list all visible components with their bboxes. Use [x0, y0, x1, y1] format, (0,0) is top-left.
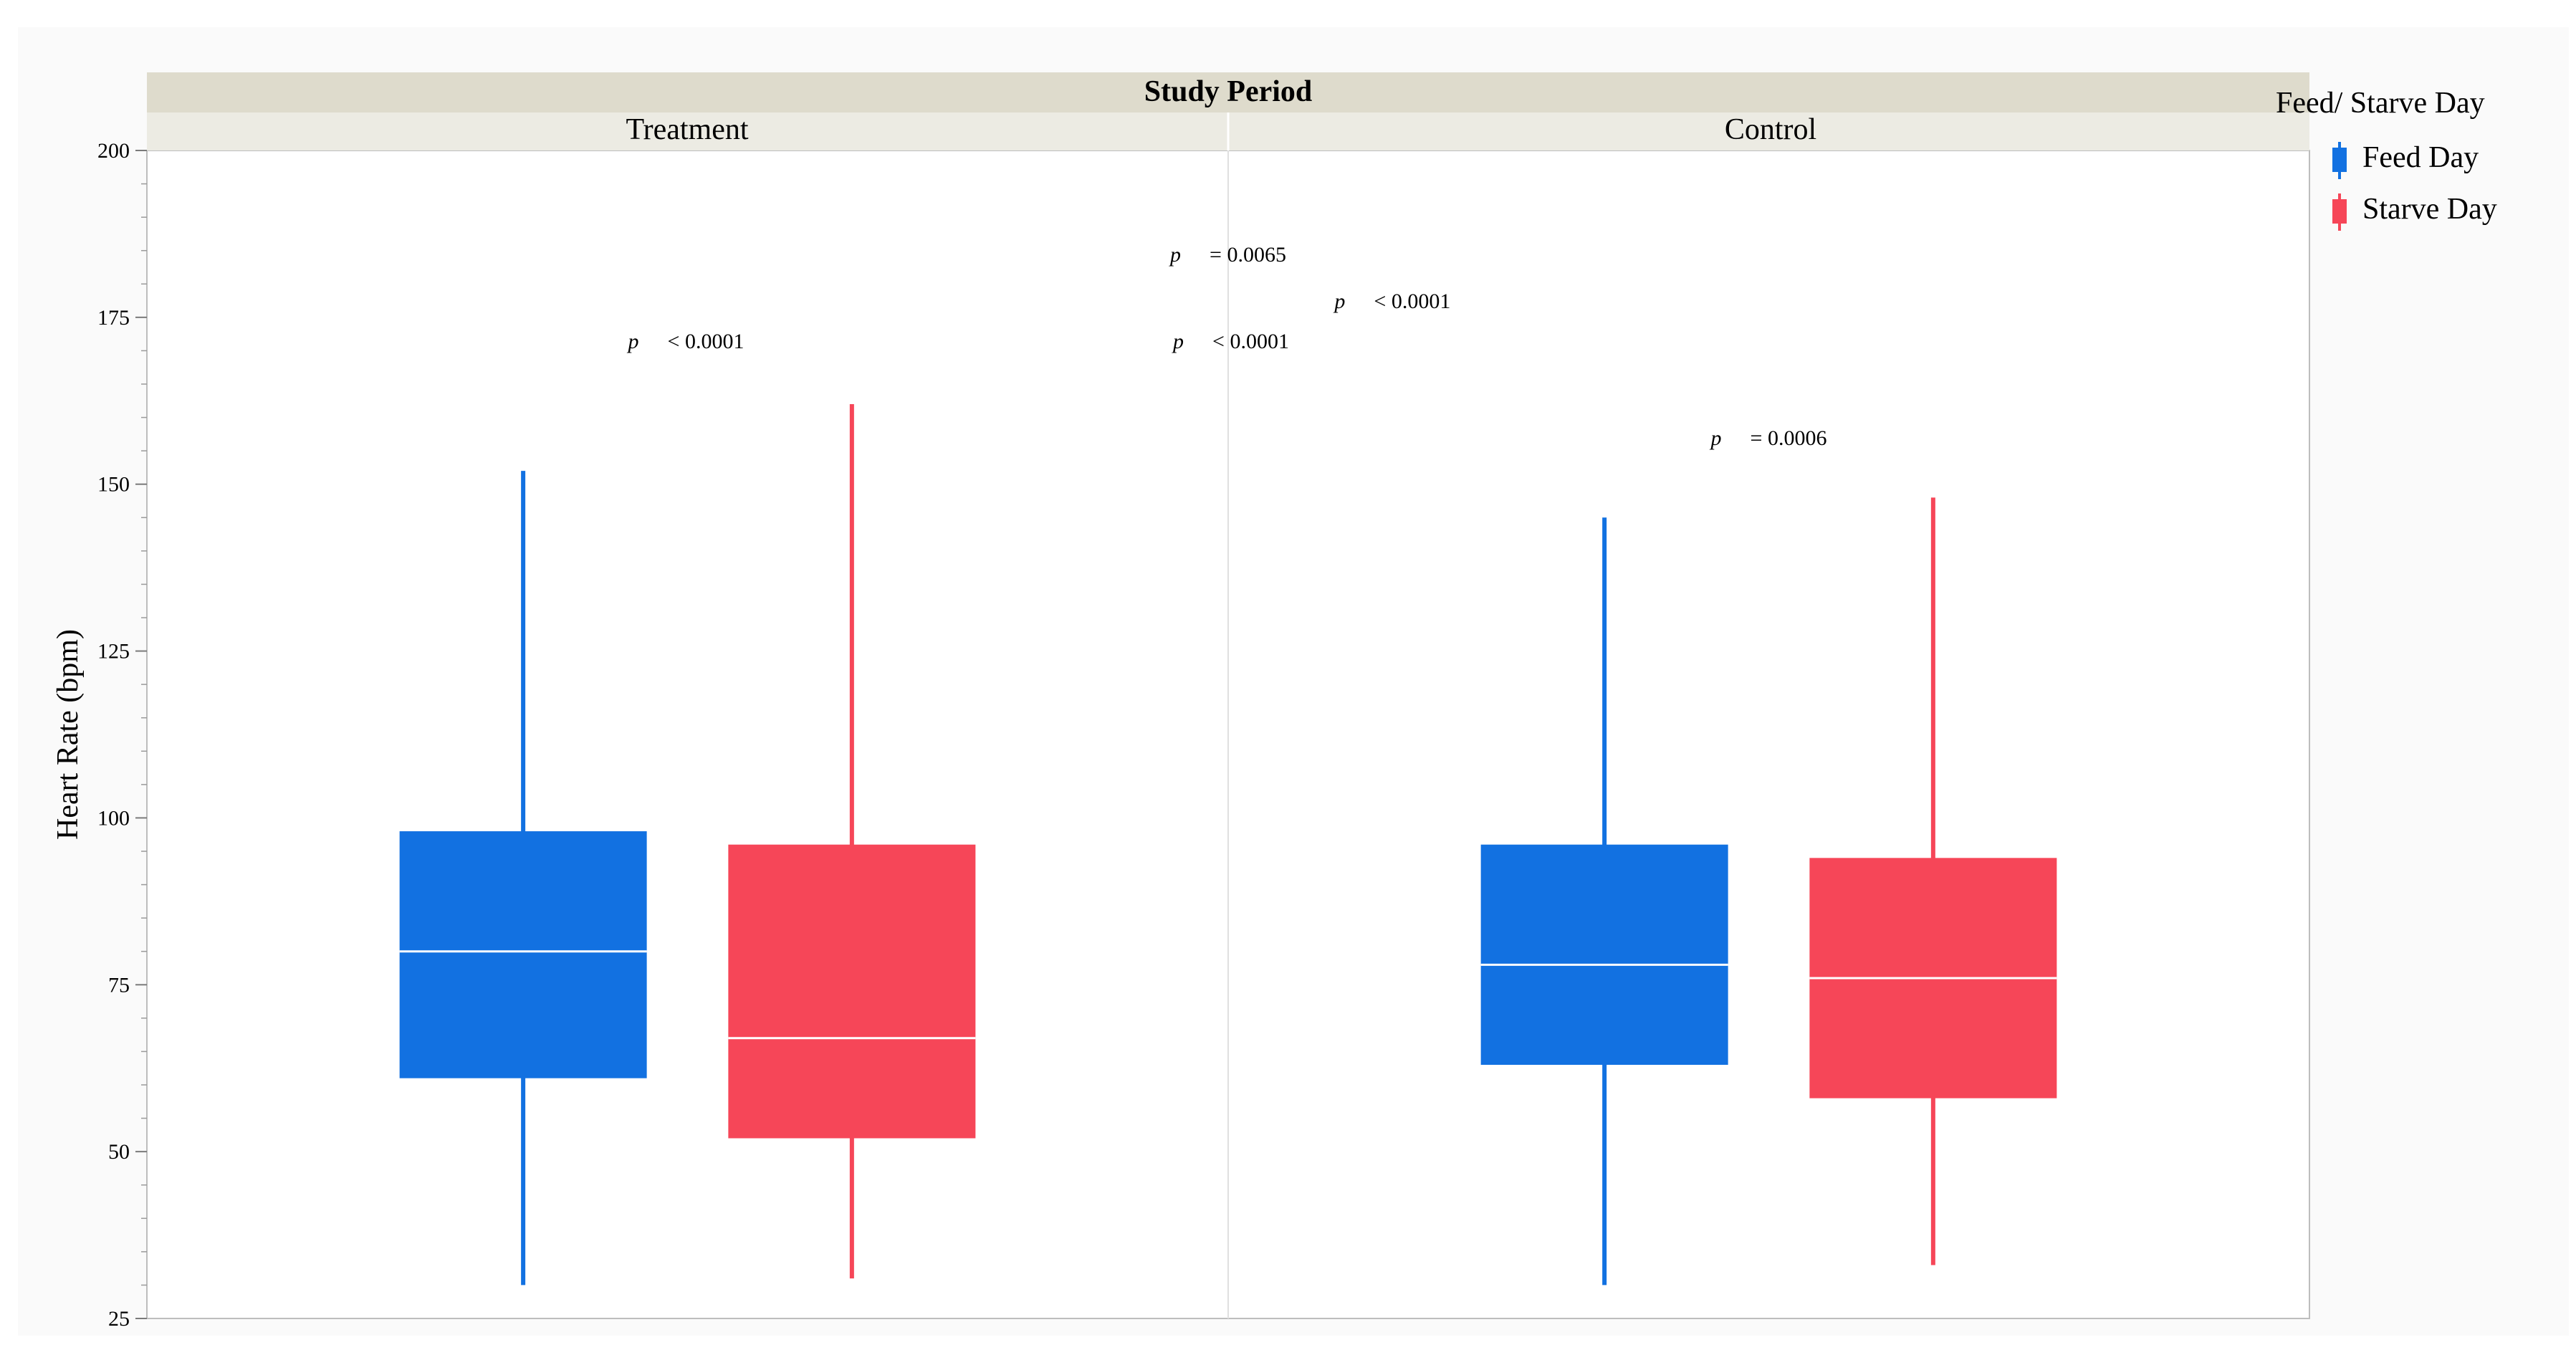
- p-symbol-3: p: [627, 330, 639, 353]
- significance-brackets: p = 0.0065 p < 0.0001 p < 0.0001 p < 0.0001 p = 0…: [627, 243, 1827, 450]
- bracket-label-4: p < 0.0001: [1172, 330, 1289, 353]
- y-tick-label-125: 125: [97, 640, 130, 664]
- y-axis-title: Heart Rate (bpm): [52, 629, 85, 840]
- legend-title: Feed/ Starve Day: [2276, 87, 2485, 120]
- y-tick-label-150: 150: [97, 473, 130, 497]
- bracket-label-3: p < 0.0001: [627, 330, 744, 353]
- y-tick-label-50: 50: [108, 1140, 130, 1164]
- y-tick-label-25: 25: [108, 1307, 130, 1331]
- box-treatment-starve-day: [728, 403, 976, 1279]
- y-tick-label-75: 75: [108, 973, 130, 997]
- panel-label-treatment: Treatment: [626, 113, 748, 146]
- p-symbol-1: p: [1169, 243, 1181, 267]
- box-control-feed-day: [1480, 517, 1728, 1286]
- p-value-4: < 0.0001: [1212, 330, 1289, 353]
- y-tick-label-200: 200: [97, 139, 130, 163]
- bracket-label-1: p = 0.0065: [1169, 243, 1286, 267]
- p-value-2: < 0.0001: [1374, 289, 1450, 313]
- iqr-box-treatment-feed-day: [399, 831, 647, 1078]
- p-value-3: < 0.0001: [668, 330, 744, 353]
- chart-title: Study Period: [1144, 75, 1313, 108]
- legend-starve-day-swatch: [2332, 199, 2347, 224]
- bracket-label-5: p = 0.0006: [1710, 426, 1827, 450]
- y-tick-label-175: 175: [97, 306, 130, 330]
- box-control-starve-day: [1809, 497, 2057, 1265]
- p-symbol-5: p: [1710, 426, 1722, 450]
- p-symbol-2: p: [1333, 289, 1345, 313]
- box-treatment-feed-day: [399, 471, 647, 1286]
- legend-feed-day-label: Feed Day: [2362, 141, 2479, 174]
- legend-item-feed-day: Feed Day: [2332, 141, 2479, 179]
- p-value-1: = 0.0065: [1210, 243, 1286, 267]
- boxes: [399, 403, 2057, 1286]
- iqr-box-treatment-starve-day: [728, 844, 976, 1139]
- legend-starve-day-label: Starve Day: [2362, 193, 2497, 226]
- iqr-box-control-feed-day: [1480, 844, 1728, 1066]
- bracket-label-2: p < 0.0001: [1333, 289, 1450, 313]
- p-value-5: = 0.0006: [1751, 426, 1827, 450]
- legend-feed-day-swatch: [2332, 148, 2347, 172]
- y-axis: 25 50 75 100 125 150 175 200: [97, 139, 147, 1331]
- y-tick-label-100: 100: [97, 806, 130, 830]
- legend: Feed/ Starve Day Feed Day Starve Day: [2276, 87, 2497, 231]
- panel-label-control: Control: [1725, 113, 1816, 146]
- legend-item-starve-day: Starve Day: [2332, 193, 2497, 231]
- p-symbol-4: p: [1172, 330, 1184, 353]
- header-title-band: [147, 72, 2309, 112]
